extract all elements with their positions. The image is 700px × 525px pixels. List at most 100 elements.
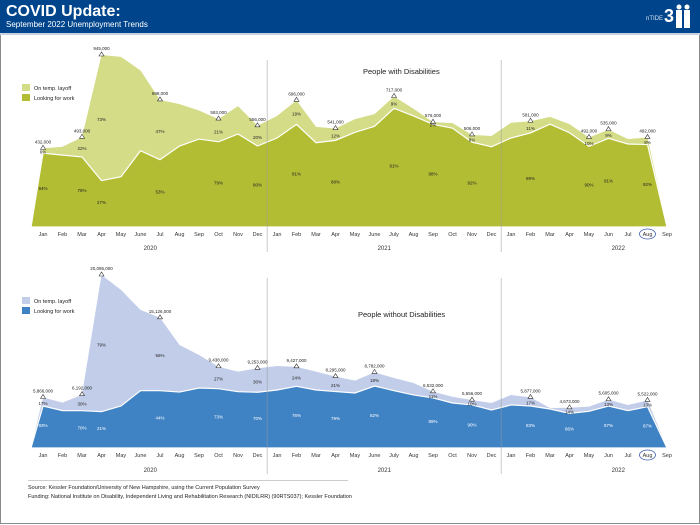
month-tick-label: Sep xyxy=(428,453,438,459)
work-pct-label: 80% xyxy=(253,183,262,188)
work-pct-label: 86% xyxy=(565,427,574,432)
total-data-label: 20,095,000 xyxy=(90,266,113,271)
year-label: 2021 xyxy=(378,468,392,474)
year-label: 2022 xyxy=(612,246,626,252)
month-tick-label: Sep xyxy=(194,232,204,238)
layoff-pct-label: 30% xyxy=(253,379,262,384)
month-tick-label: Jan xyxy=(273,453,282,459)
layoff-pct-label: 11% xyxy=(526,126,535,131)
triangle-marker xyxy=(254,364,261,370)
total-data-label: 581,000 xyxy=(522,112,539,117)
work-pct-label: 83% xyxy=(526,423,535,428)
layoff-pct-label: 12% xyxy=(331,133,340,138)
layoff-pct-label: 17% xyxy=(38,401,47,406)
layoff-pct-label: 6% xyxy=(40,150,47,155)
legend-swatch xyxy=(22,307,30,314)
layoff-pct-label: 10% xyxy=(467,402,476,407)
work-pct-label: 44% xyxy=(155,415,164,420)
month-tick-label: Nov xyxy=(467,453,477,459)
triangle-marker xyxy=(293,363,300,369)
year-label: 2021 xyxy=(378,246,392,252)
svg-text:3: 3 xyxy=(664,6,674,26)
chart-title: People with Disabilities xyxy=(363,67,440,76)
month-tick-label: Aug xyxy=(643,453,653,459)
work-pct-label: 53% xyxy=(155,189,164,194)
month-tick-label: Nov xyxy=(233,232,243,238)
triangle-marker xyxy=(605,396,612,402)
work-pct-label: 82% xyxy=(370,413,379,418)
work-pct-label: 87% xyxy=(643,423,652,428)
month-tick-label: Mar xyxy=(311,453,321,459)
triangle-marker xyxy=(215,363,222,369)
work-pct-label: 88% xyxy=(331,180,340,185)
legend-label: On temp. layoff xyxy=(34,86,72,92)
work-pct-label: 87% xyxy=(604,423,613,428)
triangle-marker xyxy=(98,271,105,277)
triangle-marker xyxy=(468,131,476,137)
month-tick-label: Nov xyxy=(233,453,243,459)
total-data-label: 6,532,000 xyxy=(423,383,444,388)
month-tick-label: Jun xyxy=(604,453,613,459)
total-data-label: 493,000 xyxy=(74,128,91,133)
total-data-label: 9,253,000 xyxy=(247,359,268,364)
total-data-label: 9,438,000 xyxy=(208,358,229,363)
month-tick-label: Sep xyxy=(662,232,672,238)
work-pct-label: 83% xyxy=(38,423,47,428)
layoff-pct-label: 9% xyxy=(391,101,398,106)
total-data-label: 6,192,000 xyxy=(72,386,93,391)
month-tick-label: June xyxy=(135,453,147,459)
total-data-label: 717,000 xyxy=(386,87,403,92)
month-tick-label: Sep xyxy=(194,453,204,459)
month-tick-label: Jul xyxy=(624,232,631,238)
total-data-label: 5,866,000 xyxy=(33,388,54,393)
layoff-pct-label: 11% xyxy=(429,394,438,399)
work-pct-label: 90% xyxy=(584,183,593,188)
year-label: 2020 xyxy=(144,246,158,252)
total-data-label: 5,605,000 xyxy=(598,391,619,396)
layoff-pct-label: 2% xyxy=(430,122,437,127)
total-data-label: 8,782,000 xyxy=(364,363,385,368)
triangle-marker xyxy=(39,393,47,399)
people-icon: 3 xyxy=(664,4,690,28)
work-pct-label: 90% xyxy=(467,422,476,427)
layoff-pct-label: 56% xyxy=(155,353,164,358)
work-pct-label: 27% xyxy=(97,200,106,205)
work-pct-label: 70% xyxy=(77,425,86,430)
month-tick-label: Mar xyxy=(311,232,321,238)
page-title: COVID Update: xyxy=(6,3,121,20)
work-pct-label: 76% xyxy=(292,413,301,418)
layoff-pct-label: 9% xyxy=(605,133,612,138)
layoff-pct-label: 24% xyxy=(292,376,301,381)
total-data-label: 556,000 xyxy=(249,117,266,122)
total-data-label: 432,000 xyxy=(35,139,52,144)
legend-swatch xyxy=(22,84,30,91)
work-pct-label: 81% xyxy=(292,172,301,177)
layoff-pct-label: 47% xyxy=(155,129,164,134)
month-tick-label: Feb xyxy=(58,453,67,459)
total-data-label: 506,000 xyxy=(464,126,481,131)
triangle-marker xyxy=(215,115,222,121)
current-month-highlight xyxy=(639,449,656,461)
month-tick-label: May xyxy=(584,232,595,238)
month-tick-label: Jun xyxy=(604,232,613,238)
triangle-marker xyxy=(332,124,339,130)
month-tick-label: Nov xyxy=(467,232,477,238)
month-tick-label: Jul xyxy=(156,232,163,238)
footer: Source: Kessler Foundation/University of… xyxy=(28,480,352,503)
month-tick-label: Oct xyxy=(448,232,457,238)
work-pct-label: 89% xyxy=(526,176,535,181)
month-tick-label: Apr xyxy=(565,232,574,238)
year-label: 2020 xyxy=(144,468,158,474)
layoff-pct-label: 27% xyxy=(214,377,223,382)
month-tick-label: Oct xyxy=(214,232,223,238)
month-tick-label: Aug xyxy=(643,232,653,238)
month-tick-label: Apr xyxy=(331,453,340,459)
chart-with-disabilities: People with Disabilities On temp. layoff L… xyxy=(22,46,672,252)
chart-title: People without Disabilities xyxy=(358,310,445,319)
month-tick-label: Mar xyxy=(77,232,87,238)
total-data-label: 5,522,000 xyxy=(637,391,658,396)
page-subtitle: September 2022 Unemployment Trends xyxy=(6,20,148,29)
month-tick-label: Apr xyxy=(97,453,106,459)
legend-label: Looking for work xyxy=(34,96,75,102)
total-data-label: 8,295,000 xyxy=(325,368,346,373)
